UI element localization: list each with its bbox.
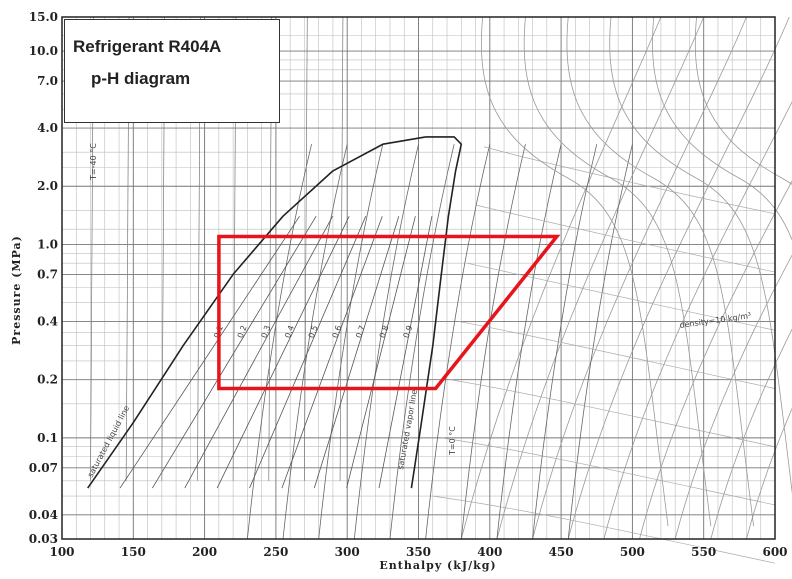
quality-line: [281, 216, 383, 489]
quality-label: 0.8: [378, 324, 391, 339]
y-tick-label: 0.4: [37, 314, 58, 328]
quality-label: 0.6: [331, 324, 344, 339]
isentrope-line: [246, 144, 312, 540]
x-tick-label: 350: [406, 545, 431, 559]
y-axis-title: Pressure (MPa): [10, 235, 23, 345]
title-line-1: Refrigerant R404A: [73, 37, 222, 56]
quality-line: [216, 216, 350, 489]
isentrope-line: [460, 16, 662, 540]
saturated-vapor-line: [410, 136, 463, 489]
isotherm-line: [339, 16, 344, 481]
isotherm-line: [694, 16, 792, 185]
isotherm-line: [523, 16, 712, 527]
isentrope-line: [710, 328, 792, 540]
temperature-top-label: T=-40 °C: [89, 143, 98, 181]
isentrope-line: [496, 144, 562, 540]
y-tick-label: 10.0: [29, 44, 58, 58]
y-tick-labels: 0.03 0.04 0.07 0.1 0.2 0.4 0.7 1.0 2.0 4.0 7.0 10.0…: [29, 10, 58, 546]
saturated-liquid-line: [87, 136, 426, 489]
quality-label: 0.7: [354, 324, 367, 339]
quality-label: 0.9: [402, 324, 415, 339]
isochore-line: [441, 437, 776, 506]
x-axis-title: Enthalpy (kJ/kg): [379, 559, 496, 572]
isentrope-line: [318, 144, 384, 540]
x-tick-label: 200: [192, 545, 217, 559]
quality-label: 0.3: [260, 324, 273, 339]
y-tick-label: 0.2: [37, 373, 58, 387]
quality-line: [313, 216, 400, 489]
quality-line: [119, 215, 300, 489]
temperature-label: T=0 °C: [448, 426, 457, 456]
isotherm-line: [304, 16, 308, 481]
quality-label: 0.4: [283, 324, 296, 339]
x-tick-label: 100: [49, 545, 74, 559]
quality-line: [152, 215, 317, 489]
isotherm-line: [609, 16, 792, 495]
title-line-2: p-H diagram: [91, 69, 191, 88]
isochore-line: [432, 495, 776, 564]
x-tick-label: 600: [762, 545, 787, 559]
y-tick-label: 0.03: [29, 532, 58, 546]
isotherm-line: [652, 16, 792, 241]
x-tick-label: 150: [121, 545, 146, 559]
x-tick-label: 550: [691, 545, 716, 559]
y-tick-label: 2.0: [37, 179, 58, 193]
isochore-line: [458, 321, 776, 389]
y-tick-label: 0.07: [29, 461, 58, 475]
y-tick-label: 0.1: [37, 431, 58, 445]
density-label: density=10 kg/m³: [679, 311, 752, 330]
x-tick-label: 250: [263, 545, 288, 559]
isotherm-line: [566, 16, 755, 527]
isentrope-line: [603, 101, 792, 540]
quality-label: 0.5: [307, 324, 320, 339]
refrigeration-cycle: [217, 234, 561, 391]
isochore-line: [466, 262, 776, 331]
x-tick-label: 400: [477, 545, 502, 559]
x-tick-labels: 100 150 200 250 300 350 400 450 500 550 600: [49, 545, 787, 559]
isochore-line: [484, 146, 776, 215]
isentrope-line: [639, 180, 792, 540]
y-tick-label: 0.04: [29, 508, 58, 522]
quality-line: [184, 216, 334, 489]
isentrope-line: [282, 144, 348, 540]
cycle-layer: [217, 234, 561, 391]
quality-line: [249, 216, 367, 489]
x-tick-label: 300: [335, 545, 360, 559]
x-tick-label: 500: [620, 545, 645, 559]
y-tick-label: 0.7: [37, 267, 58, 281]
plot-frame: [61, 16, 776, 540]
isentrope-line: [674, 254, 792, 540]
isotherm-line: [480, 16, 669, 527]
isochore-line: [475, 204, 776, 273]
isentrope-line: [532, 16, 747, 540]
x-tick-label: 450: [549, 545, 574, 559]
quality-line: [378, 216, 433, 489]
isentrope-line: [353, 144, 419, 540]
y-tick-label: 15.0: [29, 10, 58, 24]
saturation-dome: [87, 136, 463, 489]
isentrope-line: [425, 144, 491, 540]
y-tick-label: 1.0: [37, 237, 58, 251]
isentrope-line: [460, 144, 526, 540]
y-tick-label: 4.0: [37, 121, 58, 135]
isentrope-line: [567, 144, 633, 540]
quality-line: [346, 216, 416, 489]
y-tick-label: 7.0: [37, 74, 58, 88]
quality-label: 0.2: [236, 324, 249, 339]
isentrope-line: [567, 16, 790, 540]
isentrope-line: [496, 16, 705, 540]
isochore-line: [449, 379, 776, 448]
isentrope-line: [389, 144, 455, 540]
isentrope-line: [532, 144, 598, 540]
title-box: Refrigerant R404A p-H diagram: [64, 19, 280, 123]
